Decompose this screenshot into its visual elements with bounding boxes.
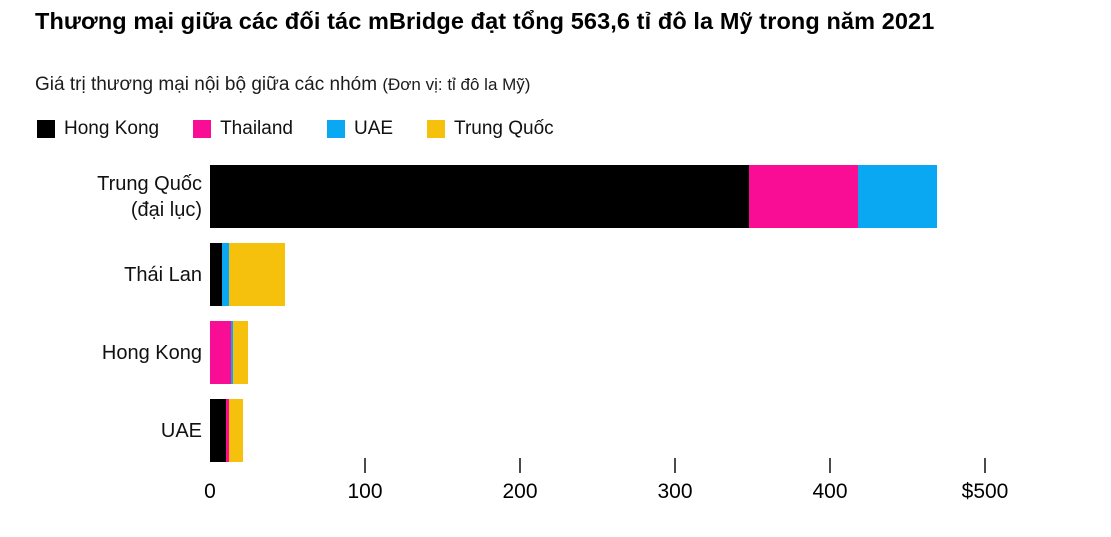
legend-label: Trung Quốc xyxy=(454,118,554,139)
bar-segment-uae xyxy=(222,243,230,306)
stacked-bar-chart: Trung Quốc (đại lục) Thái Lan Hong Kong UAE … xyxy=(0,165,1111,537)
axis-tick-500 xyxy=(984,458,986,473)
axis-tick-label-500: $500 xyxy=(961,480,1009,503)
bar-row-hong-kong xyxy=(210,321,249,384)
category-label-uae: UAE xyxy=(0,399,202,462)
bar-segment-hong-kong xyxy=(210,399,227,462)
legend-swatch-thailand xyxy=(193,120,212,138)
unit-note: (Đơn vị: tỉ đô la Mỹ) xyxy=(382,75,531,94)
legend-item-thailand: Thailand xyxy=(193,118,293,140)
legend-label: Thailand xyxy=(220,118,293,139)
axis-tick-label-400: 400 xyxy=(812,480,848,503)
category-label-line: Thái Lan xyxy=(124,263,202,286)
category-labels: Trung Quốc (đại lục) Thái Lan Hong Kong UAE xyxy=(0,165,202,465)
category-label-line: (đại lục) xyxy=(130,198,202,221)
bar-row-uae xyxy=(210,399,244,462)
axis-tick-200 xyxy=(519,458,521,473)
axis-tick-label-300: 300 xyxy=(657,480,693,503)
bar-row-th-i-lan xyxy=(210,243,286,306)
bar-segment-hong-kong xyxy=(210,165,750,228)
category-label-th-i-lan: Thái Lan xyxy=(0,243,202,306)
category-label-trung-qu-c-i-l-c: Trung Quốc (đại lục) xyxy=(0,165,202,228)
bar-segment-trung-qu-c xyxy=(229,399,244,462)
bar-segment-trung-qu-c xyxy=(229,243,286,306)
legend-item-trung-qu-c: Trung Quốc xyxy=(427,118,554,140)
category-label-line: Trung Quốc xyxy=(97,172,202,195)
legend-swatch-hong-kong xyxy=(37,120,55,138)
axis-tick-label-100: 100 xyxy=(347,480,383,503)
legend-item-hong-kong: Hong Kong xyxy=(37,118,159,140)
chart-subtitle-row: Giá trị thương mại nội bộ giữa các nhóm … xyxy=(35,74,1075,96)
category-label-hong-kong: Hong Kong xyxy=(0,321,202,384)
axis-tick-100 xyxy=(364,458,366,473)
axis-tick-label-0: 0 xyxy=(204,480,216,503)
chart-subtitle: Giá trị thương mại nội bộ giữa các nhóm xyxy=(35,74,378,95)
bar-segment-uae xyxy=(857,165,937,228)
plot-area xyxy=(210,165,1090,465)
bar-segment-hong-kong xyxy=(210,243,223,306)
legend-label: UAE xyxy=(353,118,394,139)
bar-segment-thailand xyxy=(210,321,231,384)
axis-tick-300 xyxy=(674,458,676,473)
legend: Hong Kong Thailand UAE Trung Quốc xyxy=(37,118,554,140)
axis-tick-label-200: 200 xyxy=(502,480,538,503)
bar-segment-thailand xyxy=(749,165,858,228)
bar-row-trung-qu-c-i-l-c xyxy=(210,165,937,228)
legend-swatch-trung-qu-c xyxy=(427,120,446,138)
bar-segment-uae xyxy=(230,321,234,384)
page-title: Thương mại giữa các đối tác mBridge đạt … xyxy=(35,8,935,34)
bar-segment-trung-qu-c xyxy=(233,321,249,384)
legend-label: Hong Kong xyxy=(64,118,160,139)
category-label-line: Hong Kong xyxy=(101,341,202,364)
legend-item-uae: UAE xyxy=(326,118,394,140)
bar-segment-thailand xyxy=(226,399,230,462)
category-label-line: UAE xyxy=(160,419,202,442)
axis-tick-400 xyxy=(829,458,831,473)
x-axis: 0 100 200 300 400 $500 xyxy=(204,458,1090,537)
legend-swatch-uae xyxy=(326,120,345,138)
